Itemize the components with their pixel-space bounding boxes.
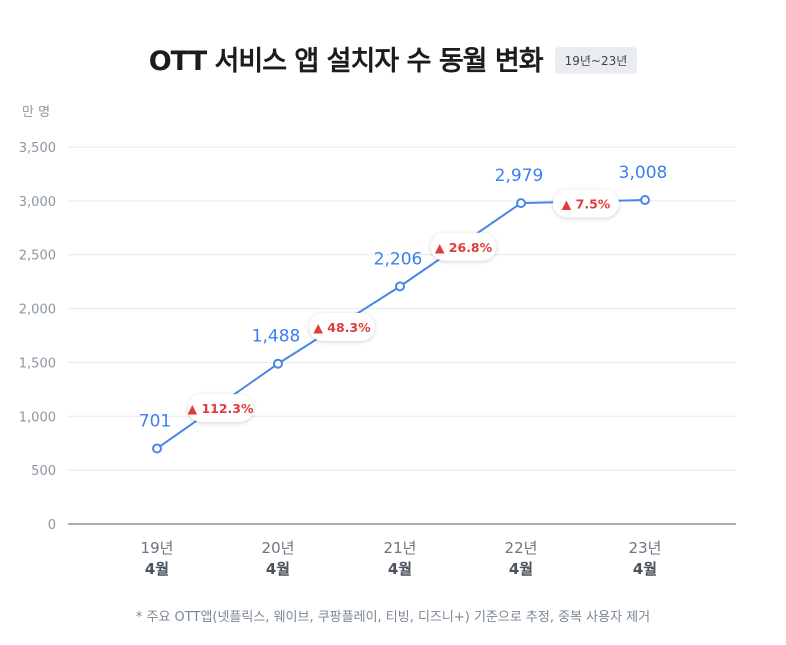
x-tick-month: 4월 xyxy=(633,560,657,578)
data-point xyxy=(273,358,283,369)
grid-layer xyxy=(68,146,736,525)
data-label: 701 xyxy=(139,411,171,431)
x-tick-year: 19년 xyxy=(141,539,174,557)
change-label: ▲ 7.5% xyxy=(562,197,611,212)
change-pill: ▲ 112.3% xyxy=(187,394,254,423)
change-pill: ▲ 7.5% xyxy=(553,189,619,218)
y-tick-label: 2,000 xyxy=(19,303,56,318)
period-badge: 19년~23년 xyxy=(554,46,638,74)
x-tick-month: 4월 xyxy=(266,560,290,578)
change-pill-background xyxy=(309,313,375,342)
y-axis-unit-label: 만 명 xyxy=(22,105,50,120)
change-pill-background xyxy=(430,232,497,261)
x-tick-year: 23년 xyxy=(629,539,662,557)
title-row: OTT 서비스 앱 설치자 수 동월 변화 19년~23년 xyxy=(0,38,786,78)
y-tick-label: 3,000 xyxy=(19,195,56,210)
y-tick-label: 2,500 xyxy=(19,249,56,264)
x-tick-year: 22년 xyxy=(505,539,538,557)
data-label: 2,206 xyxy=(374,249,423,269)
change-pill-background xyxy=(553,189,619,218)
change-pill: ▲ 48.3% xyxy=(309,313,375,342)
x-tick-labels: 19년 4월 20년 4월 21년 4월 22년 4월 23년 4월 xyxy=(141,539,662,578)
change-label: ▲ 26.8% xyxy=(435,240,493,255)
y-tick-label: 500 xyxy=(31,464,56,479)
y-tick-label: 1,000 xyxy=(19,410,56,425)
data-labels: 701 1,488 2,206 2,979 3,008 xyxy=(139,163,668,431)
data-point xyxy=(640,194,650,205)
chart-title: OTT 서비스 앱 설치자 수 동월 변화 xyxy=(148,45,544,77)
y-tick-label: 3,500 xyxy=(19,141,56,156)
y-tick-labels: 0 500 1,000 1,500 2,000 2,500 3,000 3,500 xyxy=(19,141,56,533)
change-label: ▲ 48.3% xyxy=(313,320,371,335)
data-label: 1,488 xyxy=(252,327,301,347)
x-tick-month: 4월 xyxy=(145,560,169,578)
y-tick-label: 0 xyxy=(48,518,56,533)
y-tick-label: 1,500 xyxy=(19,356,56,371)
footnote: * 주요 OTT앱(넷플릭스, 웨이브, 쿠팡플레이, 티빙, 디즈니+) 기준… xyxy=(135,610,651,625)
x-tick-month: 4월 xyxy=(388,560,412,578)
data-points xyxy=(152,194,650,454)
change-label: ▲ 112.3% xyxy=(187,401,254,416)
data-point xyxy=(516,198,526,209)
x-tick-month: 4월 xyxy=(509,560,533,578)
change-pills: ▲ 112.3% ▲ 48.3% ▲ 26.8% ▲ 7.5% xyxy=(187,189,619,423)
data-label: 2,979 xyxy=(495,166,544,186)
x-tick-year: 21년 xyxy=(384,539,417,557)
data-label: 3,008 xyxy=(619,163,668,183)
data-point xyxy=(152,443,162,454)
change-pill-background xyxy=(187,394,254,423)
x-tick-year: 20년 xyxy=(262,539,295,557)
change-pill: ▲ 26.8% xyxy=(430,232,497,261)
data-point xyxy=(395,281,405,292)
